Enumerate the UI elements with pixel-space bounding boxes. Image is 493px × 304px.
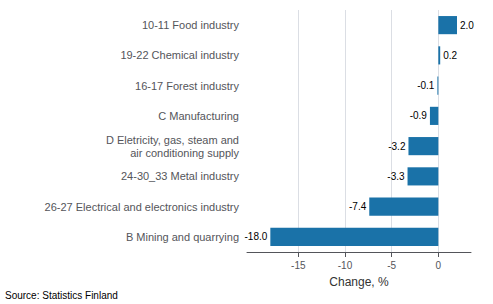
svg-text:-7.4: -7.4 <box>349 201 367 212</box>
svg-text:10-11 Food industry: 10-11 Food industry <box>142 19 240 31</box>
svg-text:-15: -15 <box>291 260 306 271</box>
svg-text:0: 0 <box>436 260 442 271</box>
svg-text:-3.2: -3.2 <box>388 141 406 152</box>
svg-text:Change, %: Change, % <box>329 275 389 289</box>
svg-text:B Mining and quarrying: B Mining and quarrying <box>126 231 239 243</box>
svg-text:2.0: 2.0 <box>460 20 474 31</box>
svg-text:-5: -5 <box>387 260 396 271</box>
svg-text:-10: -10 <box>338 260 353 271</box>
svg-text:-18.0: -18.0 <box>245 231 268 242</box>
svg-text:24-30_33 Metal industry: 24-30_33 Metal industry <box>121 170 240 182</box>
svg-text:26-27 Electrical and electroni: 26-27 Electrical and electronics industr… <box>45 201 240 213</box>
svg-text:-0.1: -0.1 <box>417 80 435 91</box>
svg-text:D Eletricity, gas, steam and: D Eletricity, gas, steam and <box>106 134 239 146</box>
svg-text:Source: Statistics Finland: Source: Statistics Finland <box>5 290 118 301</box>
svg-text:19-22 Chemical industry: 19-22 Chemical industry <box>120 49 239 61</box>
svg-text:air conditioning supply: air conditioning supply <box>130 147 239 159</box>
svg-text:0.2: 0.2 <box>443 50 457 61</box>
svg-text:C Manufacturing: C Manufacturing <box>158 110 239 122</box>
svg-text:-0.9: -0.9 <box>410 110 428 121</box>
svg-text:-3.3: -3.3 <box>387 171 405 182</box>
svg-text:16-17 Forest industry: 16-17 Forest industry <box>135 80 239 92</box>
